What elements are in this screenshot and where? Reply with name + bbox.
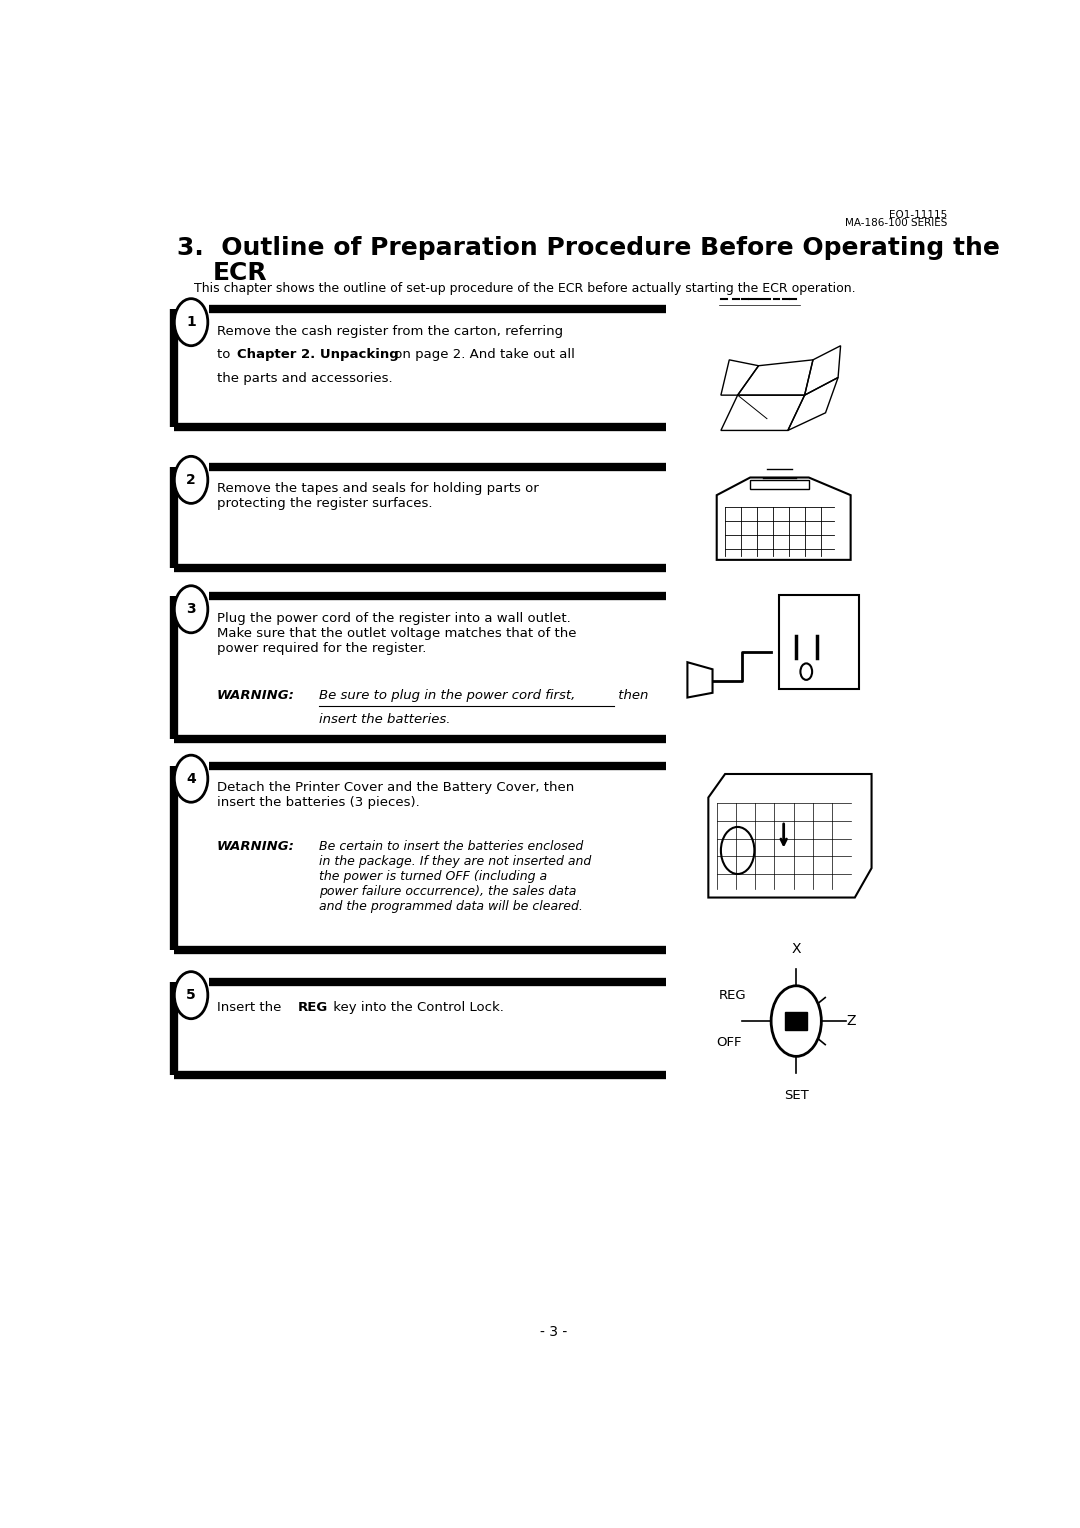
- Circle shape: [174, 585, 207, 633]
- Bar: [780, 594, 859, 689]
- Circle shape: [174, 972, 207, 1019]
- Text: OFF: OFF: [716, 1036, 742, 1048]
- Text: Z: Z: [847, 1015, 856, 1028]
- Bar: [785, 1012, 807, 1030]
- Text: SET: SET: [784, 1089, 809, 1102]
- Text: Insert the: Insert the: [217, 1001, 285, 1015]
- Circle shape: [174, 457, 207, 503]
- Text: to: to: [217, 348, 234, 361]
- Text: 3: 3: [186, 602, 195, 616]
- Text: insert the batteries.: insert the batteries.: [320, 712, 450, 726]
- Text: REG: REG: [297, 1001, 327, 1015]
- Text: then: then: [613, 689, 648, 703]
- Text: the parts and accessories.: the parts and accessories.: [217, 371, 393, 385]
- Text: 3.  Outline of Preparation Procedure Before Operating the: 3. Outline of Preparation Procedure Befo…: [177, 237, 1000, 260]
- Text: REG: REG: [718, 989, 746, 1002]
- Circle shape: [174, 298, 207, 345]
- Text: X: X: [792, 943, 801, 957]
- Text: 5: 5: [186, 989, 195, 1002]
- Text: Remove the cash register from the carton, referring: Remove the cash register from the carton…: [217, 324, 563, 338]
- Text: MA-186-100 SERIES: MA-186-100 SERIES: [845, 219, 947, 228]
- Text: 4: 4: [186, 772, 195, 785]
- Text: 2: 2: [186, 472, 195, 487]
- Text: Be certain to insert the batteries enclosed
in the package. If they are not inse: Be certain to insert the batteries enclo…: [320, 840, 592, 912]
- Text: Remove the tapes and seals for holding parts or
protecting the register surfaces: Remove the tapes and seals for holding p…: [217, 483, 539, 510]
- Text: ECR: ECR: [213, 261, 268, 286]
- Circle shape: [771, 986, 822, 1056]
- Text: Detach the Printer Cover and the Battery Cover, then
insert the batteries (3 pie: Detach the Printer Cover and the Battery…: [217, 781, 575, 808]
- Text: WARNING:: WARNING:: [217, 840, 295, 853]
- Text: This chapter shows the outline of set-up procedure of the ECR before actually st: This chapter shows the outline of set-up…: [193, 283, 855, 295]
- Text: - 3 -: - 3 -: [540, 1325, 567, 1339]
- Text: EO1-11115: EO1-11115: [889, 209, 947, 220]
- Text: key into the Control Lock.: key into the Control Lock.: [329, 1001, 504, 1015]
- Text: 1: 1: [186, 315, 195, 329]
- Circle shape: [174, 755, 207, 802]
- Text: Chapter 2. Unpacking: Chapter 2. Unpacking: [238, 348, 399, 361]
- Text: Be sure to plug in the power cord first,: Be sure to plug in the power cord first,: [320, 689, 576, 703]
- Text: on page 2. And take out all: on page 2. And take out all: [390, 348, 576, 361]
- Text: WARNING:: WARNING:: [217, 689, 295, 703]
- Text: Plug the power cord of the register into a wall outlet.
Make sure that the outle: Plug the power cord of the register into…: [217, 611, 577, 654]
- Bar: [751, 480, 809, 489]
